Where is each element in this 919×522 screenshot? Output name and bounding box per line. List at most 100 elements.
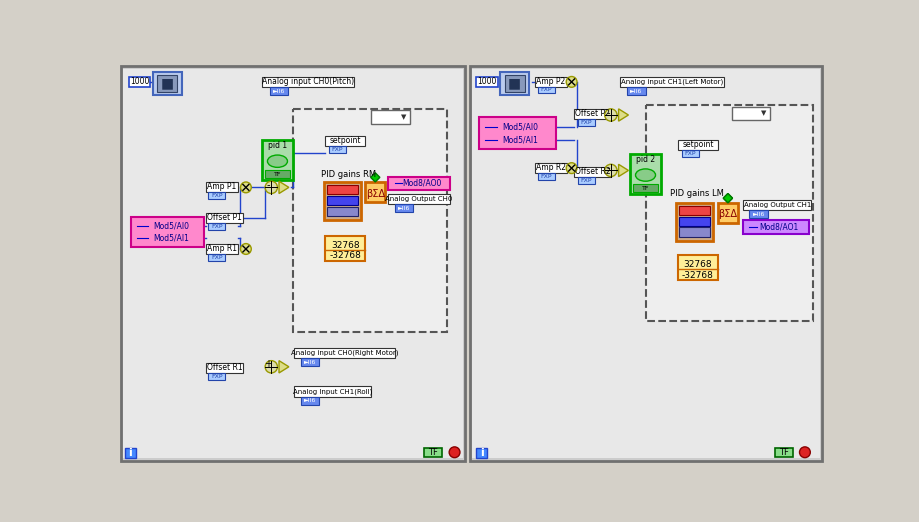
Text: Amp R1: Amp R1 (207, 244, 237, 253)
Text: -32768: -32768 (329, 251, 361, 259)
Text: ■: ■ (161, 76, 174, 90)
Bar (678, 228, 709, 236)
Text: i: i (479, 448, 482, 458)
Text: ►II6: ►II6 (397, 206, 410, 211)
Bar (206, 363, 243, 373)
Polygon shape (370, 173, 380, 182)
Polygon shape (722, 194, 732, 203)
Text: FXP: FXP (580, 177, 591, 183)
Bar (294, 348, 394, 358)
Text: pid 1: pid 1 (267, 141, 287, 150)
Bar (743, 220, 808, 233)
Text: ■: ■ (507, 76, 521, 90)
Text: Mod5/AI0: Mod5/AI0 (153, 221, 189, 230)
Bar (292, 109, 447, 332)
Bar (326, 185, 357, 194)
Text: ►II6: ►II6 (752, 212, 764, 217)
Circle shape (240, 182, 251, 193)
Bar (262, 140, 292, 180)
Bar (326, 207, 357, 216)
Bar (677, 140, 717, 150)
Text: TF: TF (427, 448, 437, 457)
Polygon shape (618, 109, 628, 121)
Circle shape (240, 244, 251, 254)
Bar (388, 194, 449, 204)
Ellipse shape (635, 169, 655, 181)
Text: FXP: FXP (210, 193, 222, 198)
Bar (678, 206, 709, 215)
Bar (577, 119, 594, 126)
Circle shape (799, 447, 810, 458)
Bar (324, 236, 365, 260)
Bar (678, 217, 709, 226)
Text: FXP: FXP (580, 120, 591, 125)
Bar (323, 182, 360, 220)
Text: Amp P2: Amp P2 (536, 77, 565, 86)
Circle shape (604, 164, 617, 176)
Text: Analog input CH1(Left Motor): Analog input CH1(Left Motor) (620, 79, 722, 85)
Circle shape (265, 181, 278, 194)
Bar (153, 72, 182, 95)
Text: Amp P1: Amp P1 (207, 183, 236, 192)
Text: setpoint: setpoint (329, 136, 360, 145)
Bar (206, 213, 243, 223)
Bar (206, 182, 238, 192)
Bar (471, 69, 819, 458)
Bar (731, 106, 769, 121)
Circle shape (448, 447, 460, 458)
Text: FXP: FXP (332, 147, 343, 152)
Text: 1000: 1000 (130, 77, 149, 86)
Text: -: - (267, 180, 269, 190)
Bar (573, 109, 610, 119)
Bar (476, 448, 486, 458)
Bar (534, 163, 566, 173)
Bar (675, 203, 712, 241)
Bar (774, 448, 792, 457)
Text: +: + (264, 360, 272, 370)
Text: FXP: FXP (210, 374, 222, 379)
Bar (294, 386, 371, 397)
Bar (208, 254, 225, 260)
Text: PID gains RM: PID gains RM (321, 170, 376, 179)
Bar (131, 217, 204, 247)
Polygon shape (722, 194, 732, 203)
Bar (627, 87, 645, 95)
Text: ►II6: ►II6 (273, 89, 285, 93)
Bar (329, 146, 346, 153)
Text: βΣΔ: βΣΔ (718, 209, 737, 219)
Bar (371, 110, 410, 124)
Bar (301, 397, 319, 405)
Bar (504, 75, 524, 92)
Bar (681, 150, 698, 157)
Text: FXP: FXP (539, 88, 551, 92)
Polygon shape (278, 361, 289, 373)
Bar (324, 136, 365, 146)
Text: Analog input CH0(Pitch): Analog input CH0(Pitch) (262, 77, 354, 86)
Bar (206, 244, 238, 254)
Bar (537, 87, 554, 93)
Bar (262, 77, 354, 87)
Bar (424, 448, 442, 457)
Text: Mod5/AI1: Mod5/AI1 (502, 136, 538, 145)
Bar (365, 182, 385, 202)
Text: Offset R2: Offset R2 (574, 167, 609, 176)
Bar (577, 176, 594, 184)
Text: -: - (606, 163, 609, 173)
Text: Mod8/AO1: Mod8/AO1 (759, 222, 798, 232)
Text: Offset P1: Offset P1 (207, 213, 242, 222)
Bar (208, 373, 225, 380)
Text: ▼: ▼ (761, 111, 766, 116)
Circle shape (265, 361, 278, 373)
Text: 1000: 1000 (477, 77, 496, 86)
Text: Analog Output CH1: Analog Output CH1 (743, 202, 810, 208)
Text: Analog Input CH1(Roll): Analog Input CH1(Roll) (293, 388, 372, 395)
Text: 32768: 32768 (331, 241, 359, 250)
Text: Analog Output CH0: Analog Output CH0 (385, 196, 452, 202)
Circle shape (604, 109, 617, 121)
Bar (326, 196, 357, 205)
Text: ►II6: ►II6 (303, 398, 315, 403)
Bar (499, 72, 528, 95)
Text: Analog input CH0(Right Motor): Analog input CH0(Right Motor) (290, 350, 398, 356)
Text: pid 2: pid 2 (635, 155, 654, 164)
Text: Mod5/AI0: Mod5/AI0 (502, 123, 538, 132)
